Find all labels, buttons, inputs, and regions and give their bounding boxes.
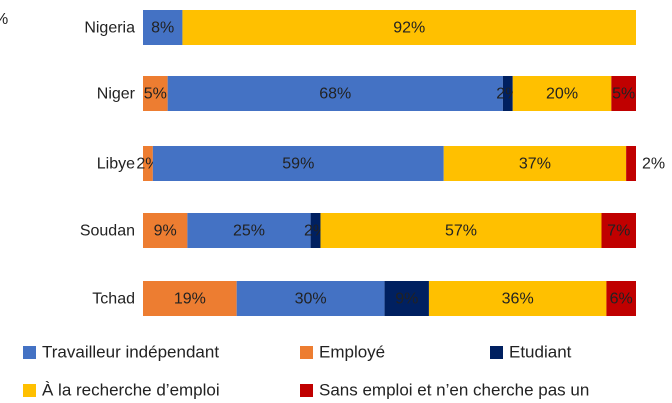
category-label: Tchad bbox=[92, 291, 135, 308]
data-label: 6% bbox=[610, 291, 633, 308]
legend-label: Etudiant bbox=[509, 342, 572, 361]
bar-segment bbox=[502, 76, 513, 111]
bar-segment bbox=[428, 281, 607, 316]
category-label: Nigeria bbox=[84, 20, 135, 37]
data-label: 59% bbox=[282, 156, 314, 173]
legend-label: Sans emploi et n’en cherche pas un bbox=[319, 380, 589, 399]
bar-segment bbox=[310, 213, 321, 248]
legend-swatch bbox=[490, 346, 503, 359]
bar-segment bbox=[611, 76, 636, 111]
category-label: Niger bbox=[97, 86, 136, 103]
bar-segment bbox=[143, 76, 168, 111]
data-label: 5% bbox=[144, 86, 167, 103]
bar-segment bbox=[443, 146, 627, 181]
bar-segment bbox=[606, 281, 636, 316]
data-label: 36% bbox=[502, 291, 534, 308]
data-label: 25% bbox=[233, 223, 265, 240]
bar-segment bbox=[143, 213, 188, 248]
bar-segment bbox=[152, 146, 444, 181]
bar-segment bbox=[512, 76, 612, 111]
data-label: 7% bbox=[607, 223, 630, 240]
bar-segment bbox=[143, 281, 237, 316]
bar-segment bbox=[626, 146, 636, 181]
bar-segment bbox=[143, 10, 183, 45]
data-label: 9% bbox=[395, 291, 418, 308]
legend-swatch bbox=[300, 384, 313, 397]
data-label: 68% bbox=[319, 86, 351, 103]
data-label: 9% bbox=[154, 223, 177, 240]
category-label: Libye bbox=[97, 156, 135, 173]
category-label: Soudan bbox=[80, 223, 135, 240]
bar-segment bbox=[167, 76, 503, 111]
legend-swatch bbox=[23, 346, 36, 359]
data-label: 5% bbox=[612, 86, 635, 103]
data-label: 57% bbox=[445, 223, 477, 240]
data-label: 19% bbox=[174, 291, 206, 308]
legend-label: À la recherche d’emploi bbox=[42, 380, 220, 399]
data-label: 8% bbox=[151, 20, 174, 37]
data-label: 2% bbox=[642, 156, 665, 173]
data-label: 20% bbox=[546, 86, 578, 103]
data-label: 30% bbox=[295, 291, 327, 308]
data-label: 92% bbox=[393, 20, 425, 37]
legend-swatch bbox=[300, 346, 313, 359]
bar-segment bbox=[182, 10, 636, 45]
legend-label: Employé bbox=[319, 342, 385, 361]
bar-segment bbox=[143, 146, 153, 181]
annotation: % bbox=[0, 11, 8, 28]
bar-segment bbox=[384, 281, 429, 316]
bar-segment bbox=[601, 213, 636, 248]
bar-segment bbox=[320, 213, 602, 248]
bar-segment bbox=[236, 281, 385, 316]
legend-label: Travailleur indépendant bbox=[42, 342, 219, 361]
legend-swatch bbox=[23, 384, 36, 397]
data-label: 37% bbox=[519, 156, 551, 173]
bar-segment bbox=[187, 213, 311, 248]
